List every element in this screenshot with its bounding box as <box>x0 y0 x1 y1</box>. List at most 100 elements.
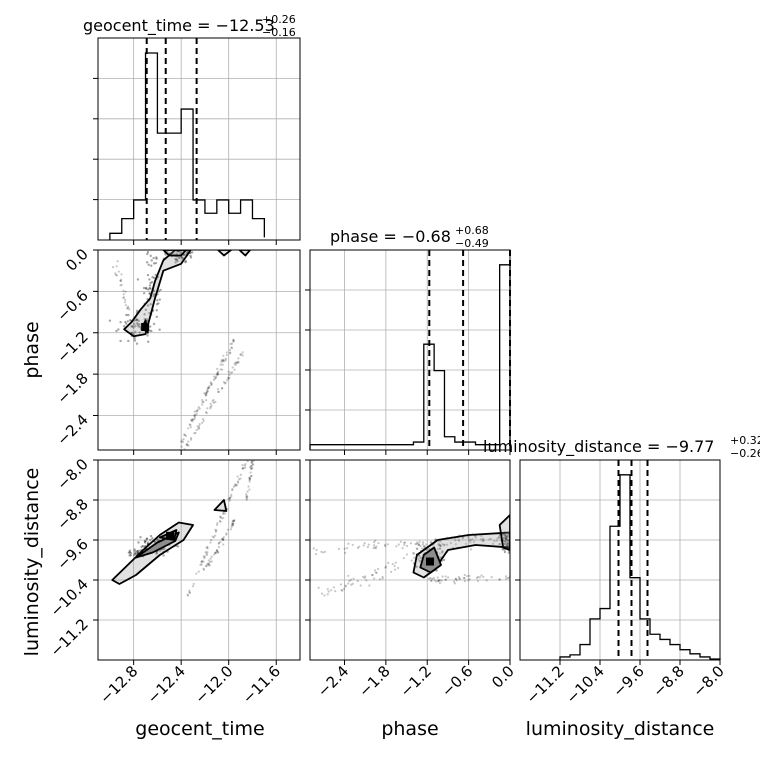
sample-point <box>216 373 219 376</box>
sample-point <box>201 401 204 404</box>
sample-point <box>150 264 153 267</box>
sample-point <box>457 576 460 579</box>
sample-point <box>464 542 468 545</box>
sample-point <box>215 529 218 532</box>
sample-point <box>205 391 208 394</box>
sample-point <box>337 547 341 551</box>
sample-point <box>463 577 466 580</box>
sample-point <box>195 429 198 432</box>
sample-point <box>215 550 219 553</box>
sample-point <box>127 339 130 343</box>
sample-point <box>220 537 224 541</box>
sample-point <box>187 427 190 430</box>
sample-point <box>224 512 227 515</box>
sample-point <box>372 546 375 550</box>
sample-point <box>152 294 155 298</box>
title-luminosity-distance-lower: −0.26 <box>730 447 760 460</box>
sample-point <box>122 325 126 328</box>
sample-point <box>152 322 156 326</box>
sample-point <box>156 299 159 302</box>
sample-point <box>119 284 122 287</box>
sample-point <box>192 582 195 585</box>
sample-point <box>207 559 210 562</box>
sample-point <box>152 293 156 296</box>
sample-point <box>436 576 439 579</box>
sample-point <box>237 357 240 360</box>
sample-point <box>177 247 179 249</box>
sample-point <box>507 551 510 554</box>
sample-point <box>230 525 233 529</box>
sample-point <box>422 541 425 544</box>
samples-phase_vs_geocent_time <box>108 246 251 450</box>
sample-point <box>222 511 225 514</box>
sample-point <box>343 547 346 550</box>
sample-point <box>119 279 122 282</box>
sample-point <box>394 568 397 571</box>
sample-point <box>504 577 508 580</box>
sample-point <box>241 467 244 470</box>
sample-point <box>501 548 504 551</box>
sample-point <box>201 421 204 424</box>
sample-point <box>195 412 198 416</box>
hist-step-geocent_time <box>109 52 266 240</box>
sample-point <box>252 463 255 466</box>
sample-point <box>143 313 146 316</box>
sample-point <box>431 577 434 580</box>
sample-point <box>511 559 513 561</box>
sample-point <box>190 418 193 422</box>
sample-point <box>243 464 246 467</box>
sample-point <box>155 315 159 319</box>
sample-point <box>114 273 117 277</box>
sample-point <box>245 497 248 500</box>
sample-point <box>137 319 140 322</box>
sample-point <box>129 551 133 555</box>
sample-point <box>221 368 224 371</box>
sample-point <box>232 519 235 522</box>
sample-point <box>128 554 131 557</box>
sample-point <box>179 251 183 254</box>
sample-point <box>214 551 217 555</box>
sample-point <box>155 257 158 260</box>
sample-point <box>158 328 161 331</box>
sample-point <box>419 544 422 548</box>
sample-point <box>119 320 122 324</box>
sample-point <box>214 551 218 555</box>
sample-point <box>415 542 418 545</box>
tick-label-x: −2.4 <box>314 662 352 700</box>
sample-point <box>510 529 512 531</box>
sample-point <box>149 534 153 538</box>
sample-point <box>222 538 225 541</box>
sample-point <box>432 577 435 580</box>
sample-point <box>332 586 336 589</box>
hist-step-luminosity_distance <box>559 474 721 660</box>
sample-point <box>219 363 222 366</box>
sample-point <box>166 246 168 248</box>
sample-point <box>227 498 230 501</box>
sample-point <box>250 460 253 463</box>
contour-small <box>213 499 228 512</box>
frame-hist-phase <box>309 249 511 451</box>
sample-point <box>149 325 152 328</box>
sample-point <box>189 423 192 427</box>
sample-point <box>514 544 516 546</box>
sample-point <box>229 371 232 375</box>
sample-point <box>421 547 424 550</box>
sample-point <box>322 551 325 554</box>
sample-point <box>217 390 220 393</box>
sample-point <box>180 256 183 259</box>
sample-point <box>229 342 232 346</box>
sample-point <box>246 490 249 493</box>
sample-point <box>405 544 409 548</box>
sample-point <box>222 538 225 542</box>
sample-point <box>216 371 219 374</box>
sample-point <box>437 542 440 546</box>
sample-point <box>232 340 235 343</box>
sample-point <box>135 342 139 345</box>
sample-point <box>212 398 215 402</box>
sample-point <box>210 383 213 387</box>
sample-point <box>120 273 123 276</box>
sample-point <box>191 418 194 421</box>
sample-point <box>194 413 197 416</box>
sample-point <box>213 375 216 378</box>
sample-point <box>425 543 428 546</box>
